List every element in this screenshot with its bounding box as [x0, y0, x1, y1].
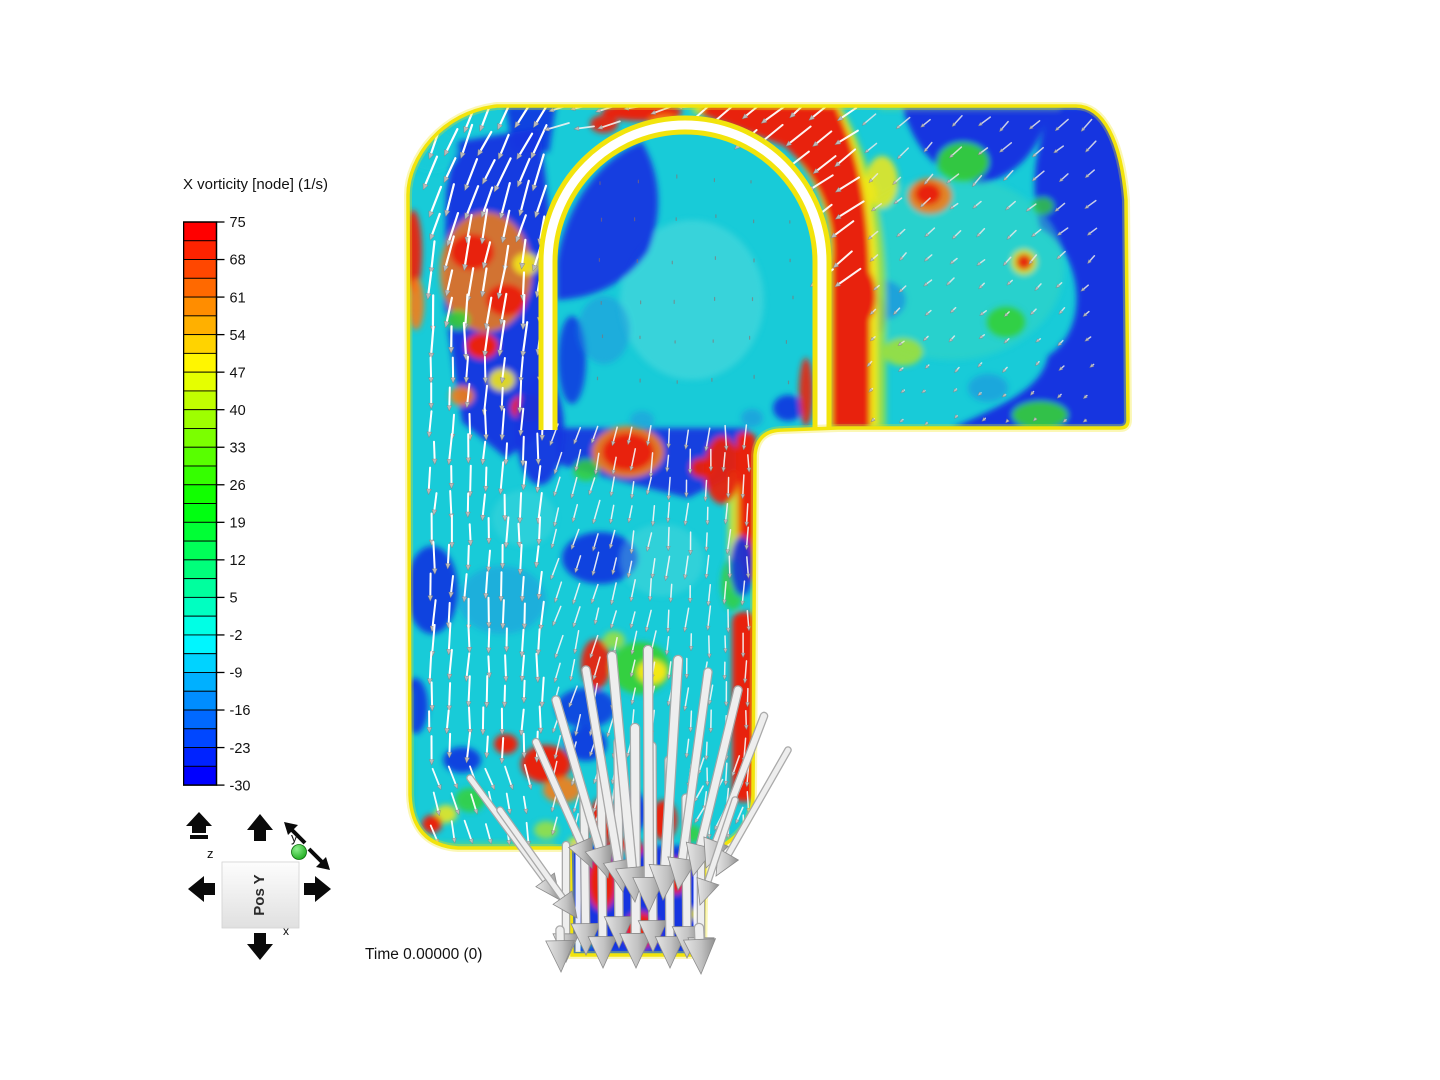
- rotate-upleft-icon[interactable]: [284, 822, 307, 845]
- svg-text:5: 5: [230, 591, 238, 607]
- pan-left-icon[interactable]: [188, 876, 215, 902]
- svg-text:68: 68: [230, 253, 246, 269]
- svg-text:19: 19: [230, 516, 246, 532]
- view-face-button[interactable]: Pos Y: [221, 861, 300, 929]
- axis-label-z: z: [207, 846, 214, 861]
- pan-up-icon[interactable]: [247, 814, 273, 841]
- legend-title: X vorticity [node] (1/s): [183, 176, 329, 193]
- svg-text:61: 61: [230, 290, 246, 306]
- origin-sphere-icon[interactable]: [291, 844, 307, 860]
- axis-label-y: y: [291, 830, 298, 845]
- pan-down-icon[interactable]: [247, 933, 273, 960]
- svg-text:26: 26: [230, 478, 246, 494]
- axis-label-x: x: [283, 924, 289, 938]
- svg-text:12: 12: [230, 553, 246, 569]
- navigation-gizmo[interactable]: y z Pos Y x: [178, 802, 346, 970]
- svg-text:75: 75: [230, 216, 246, 231]
- colorbar-legend: 75 68 61 54 47 40 33 26 19 12 5 -2 -9 -16 -23 -30: [182, 215, 313, 798]
- svg-text:-16: -16: [230, 703, 251, 719]
- svg-text:47: 47: [230, 365, 246, 381]
- colorbar: 75 68 61 54 47 40 33 26 19 12 5 -2 -9 -16 -23 -30: [182, 215, 251, 794]
- pan-right-icon[interactable]: [304, 876, 331, 902]
- inlet-glyph-arrows: [466, 644, 792, 975]
- svg-text:-2: -2: [230, 628, 243, 644]
- dome-wall: [538, 115, 832, 430]
- svg-text:-9: -9: [230, 666, 243, 682]
- svg-text:33: 33: [230, 440, 246, 456]
- velocity-vector-field: [422, 106, 1098, 847]
- view-face-label: Pos Y: [251, 874, 268, 915]
- svg-text:40: 40: [230, 403, 246, 419]
- svg-text:-23: -23: [230, 741, 251, 757]
- home-icon[interactable]: [186, 812, 212, 839]
- svg-text:54: 54: [230, 328, 246, 344]
- svg-text:-30: -30: [230, 778, 251, 794]
- rotate-downright-icon[interactable]: [307, 847, 330, 870]
- time-status-label: Time 0.00000 (0): [365, 946, 483, 963]
